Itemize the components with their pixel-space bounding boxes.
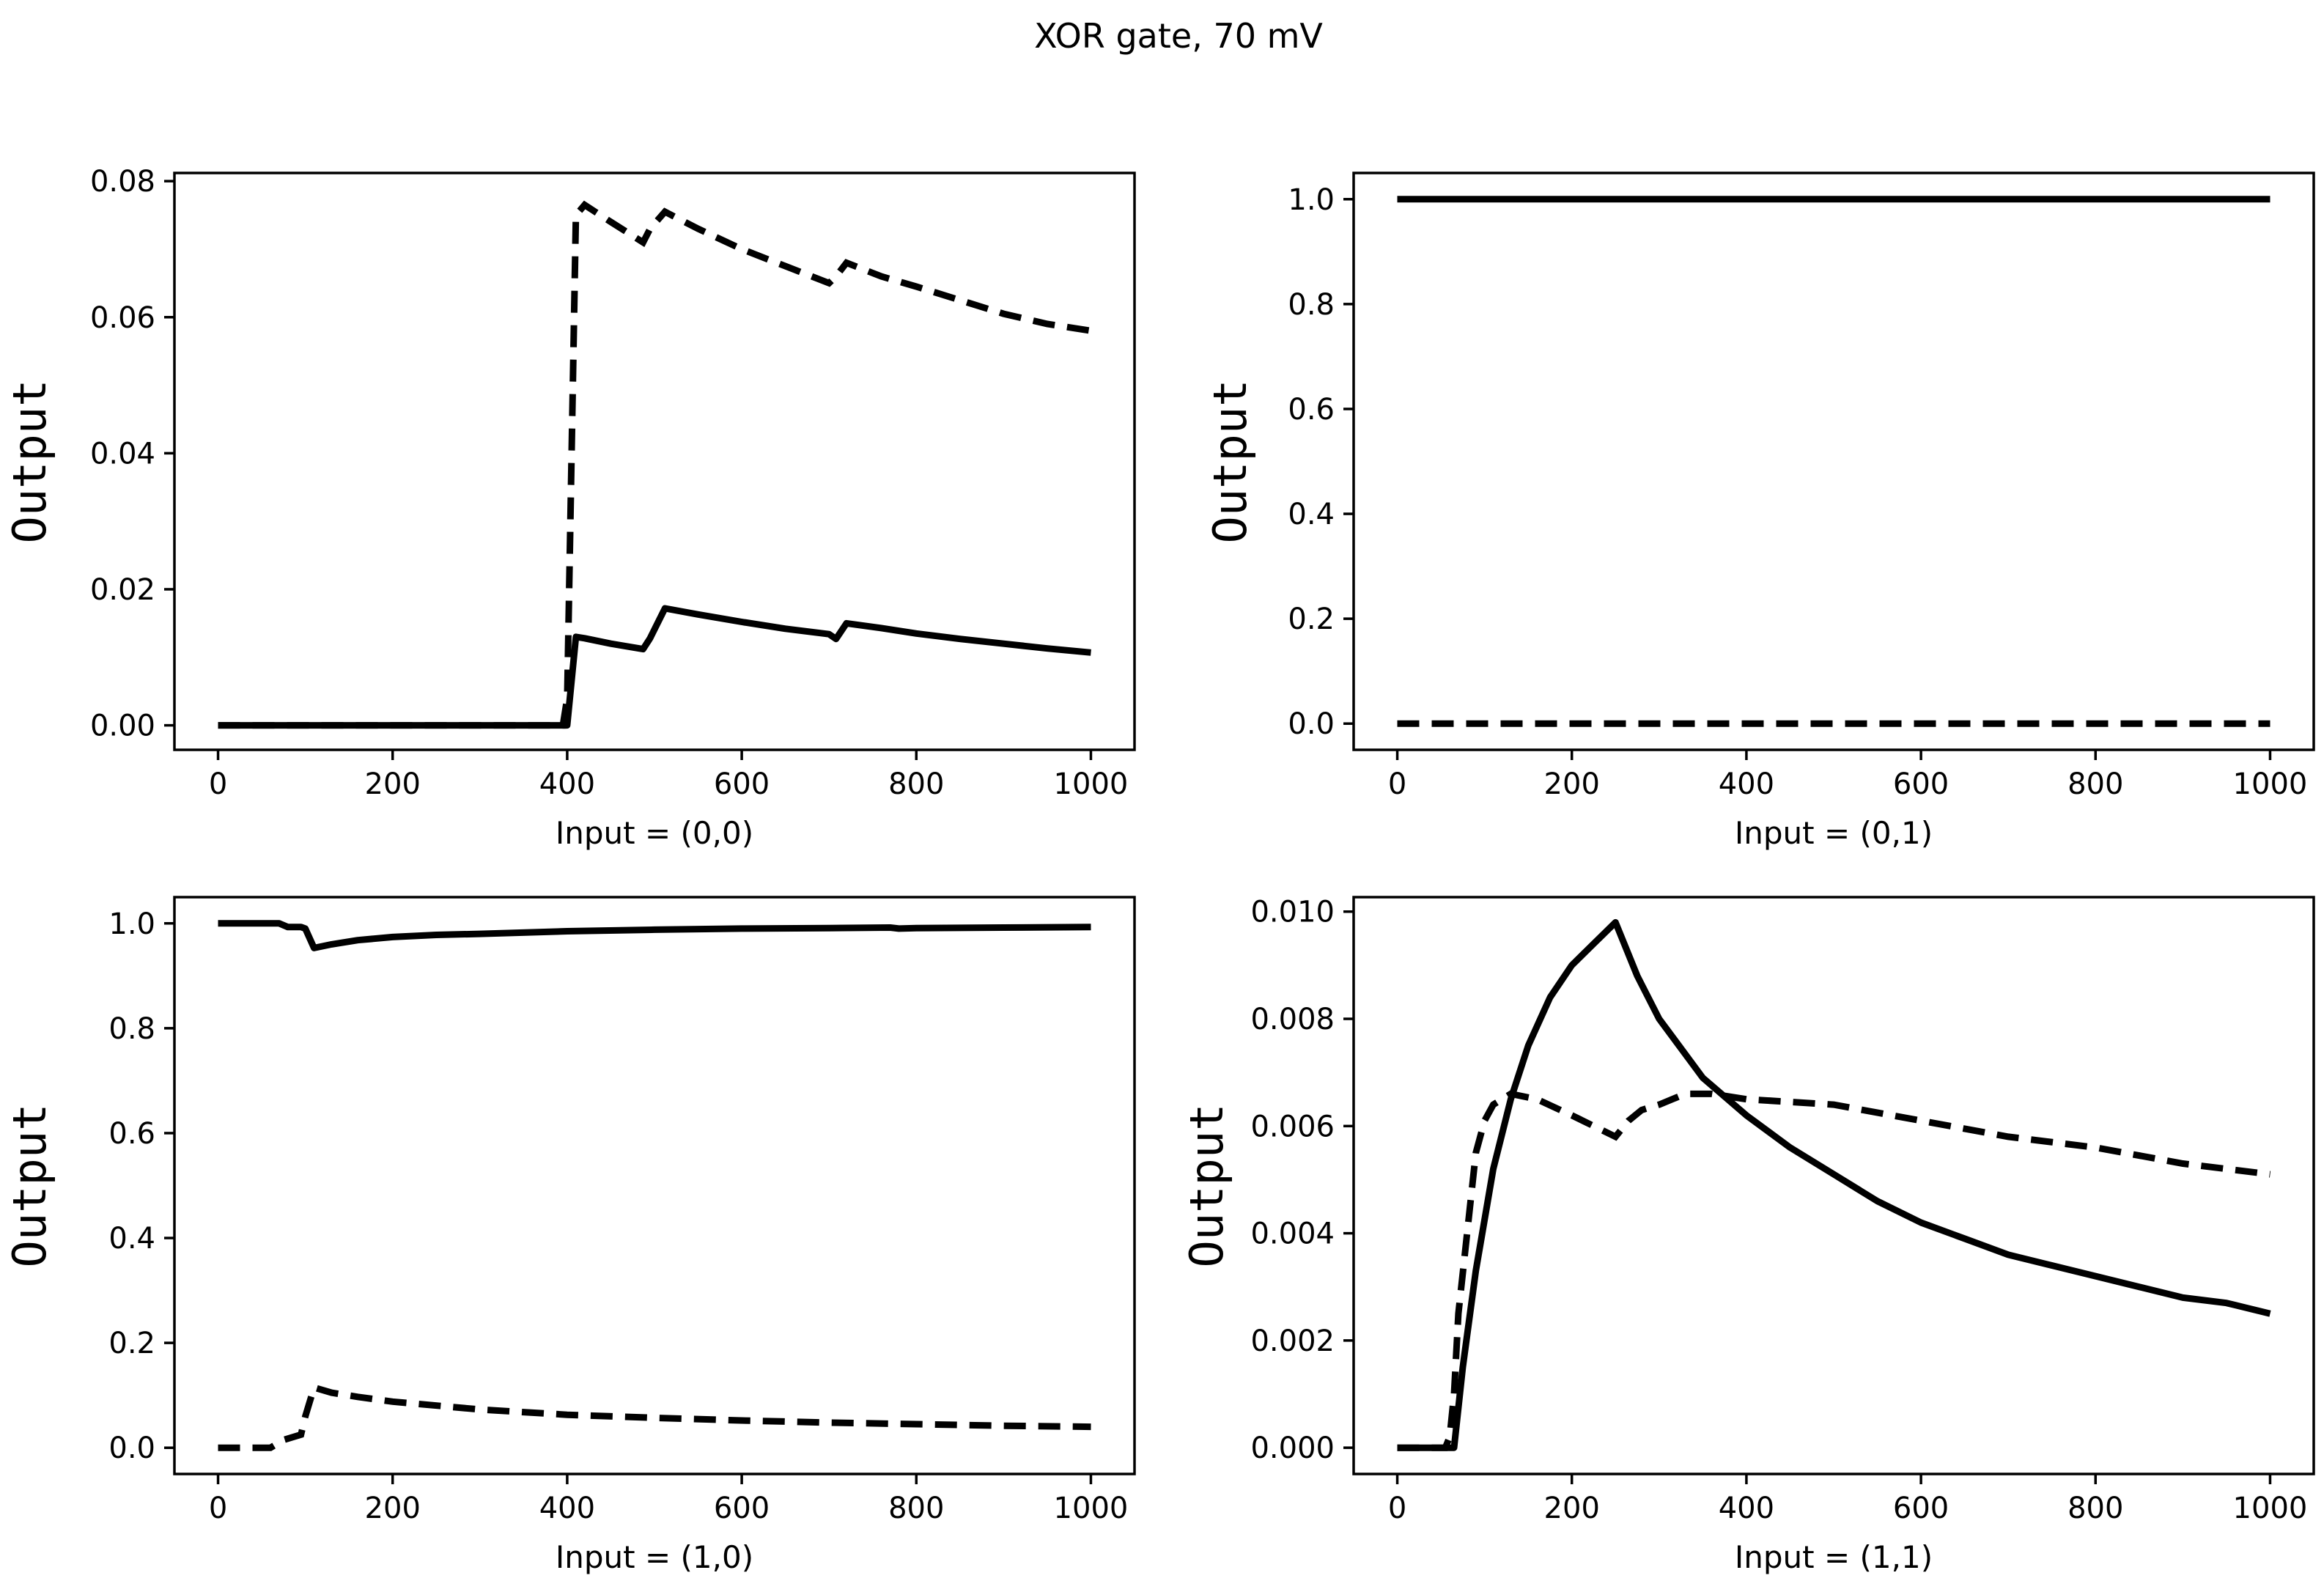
x-tick-label: 400 bbox=[1719, 767, 1774, 801]
x-axis-label: Input = (1,1) bbox=[1735, 1539, 1933, 1575]
x-tick-label: 400 bbox=[1719, 1492, 1774, 1525]
x-tick-label: 1000 bbox=[2233, 1492, 2308, 1525]
x-tick-label: 1000 bbox=[1054, 1492, 1129, 1525]
y-tick-label: 0.008 bbox=[1250, 1003, 1335, 1036]
y-tick-label: 0.08 bbox=[90, 165, 155, 199]
x-tick-label: 1000 bbox=[2233, 767, 2308, 801]
y-axis-label: Output bbox=[3, 1104, 56, 1268]
y-tick-label: 0.00 bbox=[90, 710, 155, 743]
y-axis-label: Output bbox=[3, 380, 56, 544]
y-tick-label: 0.002 bbox=[1250, 1324, 1335, 1358]
y-tick-label: 0.8 bbox=[108, 1012, 155, 1046]
x-tick-label: 800 bbox=[2067, 1492, 2123, 1525]
subplot-1: 0 200 400 600 800 1000 0.00 0.02 0.04 0.06 0.08 Inp… bbox=[3, 165, 1136, 851]
y-tick-label: 0.6 bbox=[108, 1117, 155, 1151]
subplot-3: 0 200 400 600 800 1000 0.0 0.2 0.4 0.6 0.8 1.0 Input… bbox=[3, 896, 1136, 1575]
y-tick-label: 0.4 bbox=[108, 1222, 155, 1256]
y-axis-label: Output bbox=[1203, 380, 1257, 544]
x-tick-label: 800 bbox=[888, 767, 944, 801]
x-axis-label: Input = (0,1) bbox=[1735, 815, 1933, 851]
y-axis-label: Output bbox=[1180, 1104, 1233, 1268]
x-tick-label: 400 bbox=[539, 1492, 595, 1525]
x-tick-label: 0 bbox=[209, 767, 227, 801]
x-tick-label: 600 bbox=[714, 1492, 770, 1525]
figure-title: XOR gate, 70 mV bbox=[1034, 16, 1323, 56]
x-tick-label: 600 bbox=[1893, 1492, 1949, 1525]
subplot-2: 0 200 400 600 800 1000 0.0 0.2 0.4 0.6 0.8 1.0 Input… bbox=[1203, 172, 2315, 851]
x-tick-label: 200 bbox=[365, 1492, 421, 1525]
y-tick-label: 0.6 bbox=[1288, 393, 1335, 427]
series-line-dashed bbox=[218, 1383, 1091, 1451]
series-line-solid bbox=[1397, 918, 2271, 1451]
y-tick-label: 0.010 bbox=[1250, 896, 1335, 929]
y-tick-label: 0.000 bbox=[1250, 1431, 1335, 1465]
y-tick-label: 0.04 bbox=[90, 437, 155, 471]
axes-frame bbox=[173, 172, 1136, 751]
axes-frame bbox=[173, 896, 1136, 1475]
y-tick-label: 0.06 bbox=[90, 301, 155, 335]
y-tick-label: 0.004 bbox=[1250, 1217, 1335, 1251]
subplot-grid: 0 200 400 600 800 10000.000.020.040.060.08Inp… bbox=[3, 165, 2315, 1575]
x-tick-label: 800 bbox=[888, 1492, 944, 1525]
y-tick-label: 1.0 bbox=[1288, 183, 1335, 217]
x-tick-label: 200 bbox=[365, 767, 421, 801]
series-line-solid bbox=[218, 920, 1091, 951]
axes-frame bbox=[1352, 896, 2315, 1475]
y-tick-label: 0.4 bbox=[1288, 498, 1335, 531]
subplot-4: 0 200 400 600 800 1000 0.000 0.002 0.004 0.006 0.0… bbox=[1180, 896, 2315, 1575]
x-tick-label: 200 bbox=[1544, 767, 1600, 801]
y-tick-label: 0.2 bbox=[108, 1327, 155, 1360]
x-axis-label: Input = (1,0) bbox=[556, 1539, 753, 1575]
series-line-solid bbox=[218, 605, 1091, 729]
y-tick-label: 0.0 bbox=[1288, 707, 1335, 741]
x-tick-label: 0 bbox=[1388, 1492, 1406, 1525]
x-tick-label: 600 bbox=[1893, 767, 1949, 801]
x-tick-label: 400 bbox=[539, 767, 595, 801]
axes-frame bbox=[1352, 172, 2315, 751]
x-axis-label: Input = (0,0) bbox=[556, 815, 753, 851]
x-tick-label: 600 bbox=[714, 767, 770, 801]
series-line-dashed bbox=[218, 200, 1092, 729]
x-tick-label: 0 bbox=[1388, 767, 1406, 801]
y-tick-label: 1.0 bbox=[108, 907, 155, 941]
y-tick-label: 0.006 bbox=[1250, 1110, 1335, 1143]
y-tick-label: 0.8 bbox=[1288, 288, 1335, 322]
y-tick-label: 0.02 bbox=[90, 573, 155, 607]
x-tick-label: 1000 bbox=[1054, 767, 1129, 801]
x-tick-label: 0 bbox=[209, 1492, 227, 1525]
y-tick-label: 0.2 bbox=[1288, 602, 1335, 636]
series-line-dashed bbox=[1397, 1090, 2271, 1451]
x-tick-label: 200 bbox=[1544, 1492, 1600, 1525]
x-tick-label: 800 bbox=[2067, 767, 2123, 801]
y-tick-label: 0.0 bbox=[108, 1431, 155, 1465]
